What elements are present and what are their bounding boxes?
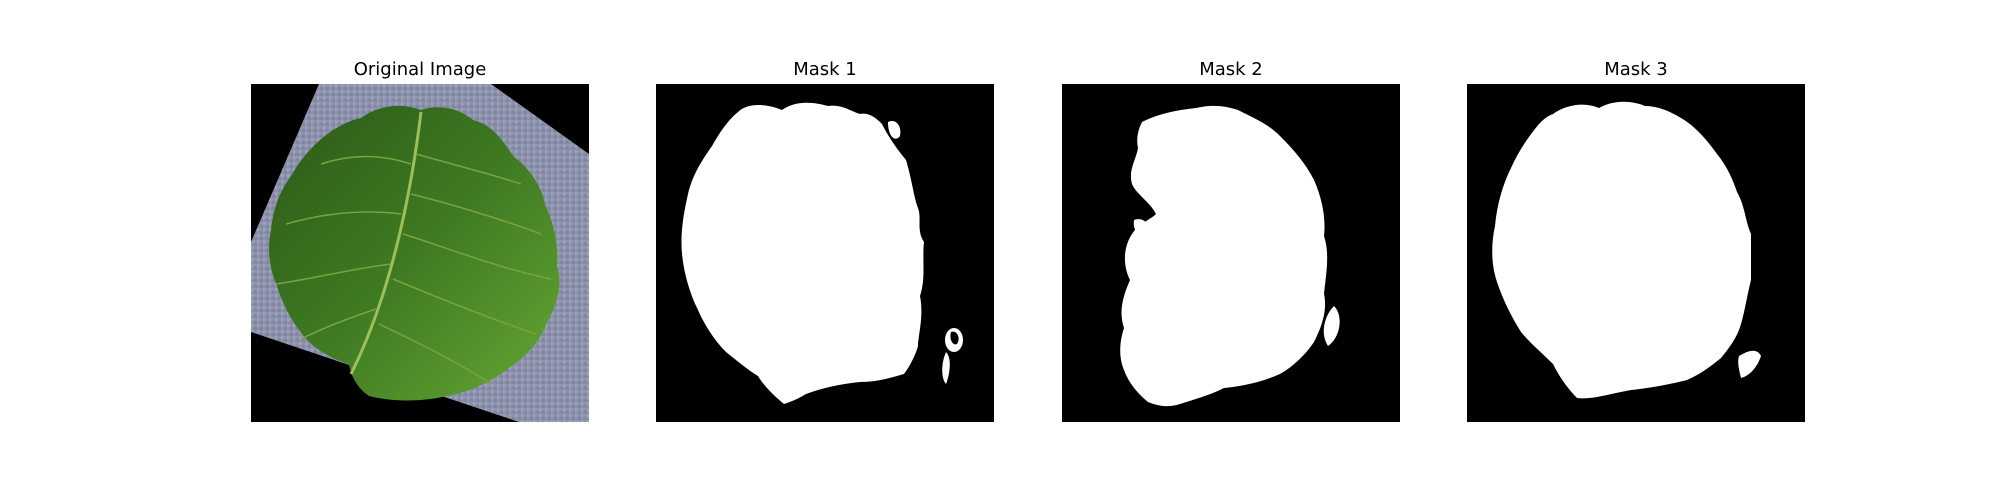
mask-3-image	[1467, 84, 1805, 422]
panel-mask-3: Mask 3	[1467, 0, 1805, 500]
mask-1-image	[656, 84, 994, 422]
panel-title: Mask 2	[1062, 58, 1400, 82]
panel-original-image: Original Image	[251, 0, 589, 500]
panel-mask-1: Mask 1	[656, 0, 994, 500]
panel-title: Mask 3	[1467, 58, 1805, 82]
mask-2-image	[1062, 84, 1400, 422]
panel-mask-2: Mask 2	[1062, 0, 1400, 500]
original-image	[251, 84, 589, 422]
panel-title: Mask 1	[656, 58, 994, 82]
panel-title: Original Image	[251, 58, 589, 82]
